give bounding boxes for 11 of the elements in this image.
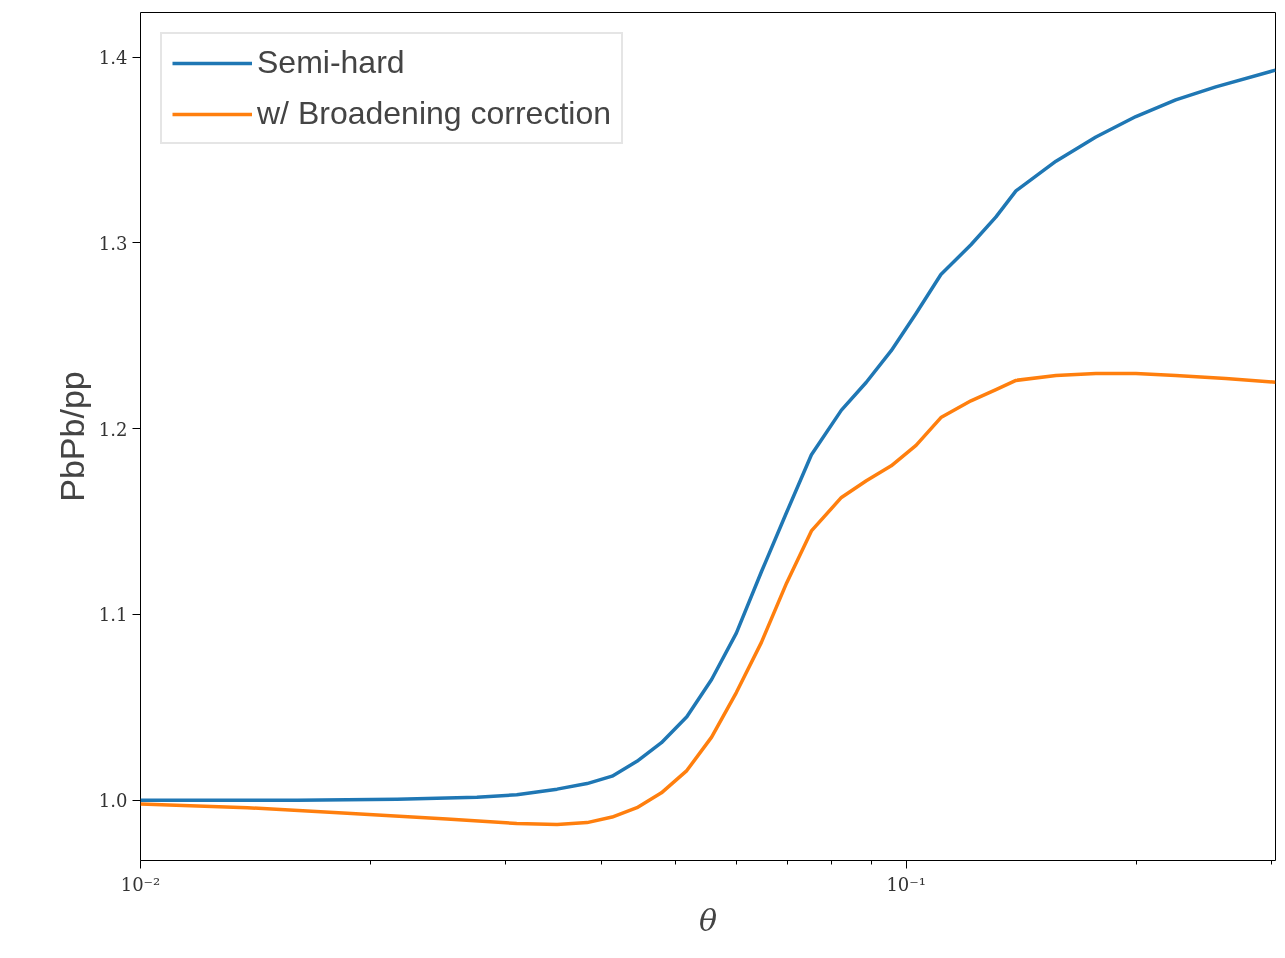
- legend-label: Semi-hard: [257, 44, 405, 81]
- x-tick-label: 10⁻¹: [886, 873, 927, 895]
- y-tick-label: 1.0: [98, 790, 128, 812]
- y-axis-title: PbPb/pp: [52, 371, 91, 502]
- legend-label: w/ Broadening correction: [257, 95, 611, 132]
- y-tick-label: 1.2: [98, 418, 128, 440]
- x-tick-label: 10⁻²: [120, 873, 161, 895]
- y-tick-label: 1.4: [98, 47, 128, 69]
- y-tick-label: 1.3: [98, 232, 128, 254]
- y-tick-label: 1.1: [98, 604, 128, 626]
- x-axis-title: θ: [698, 902, 718, 938]
